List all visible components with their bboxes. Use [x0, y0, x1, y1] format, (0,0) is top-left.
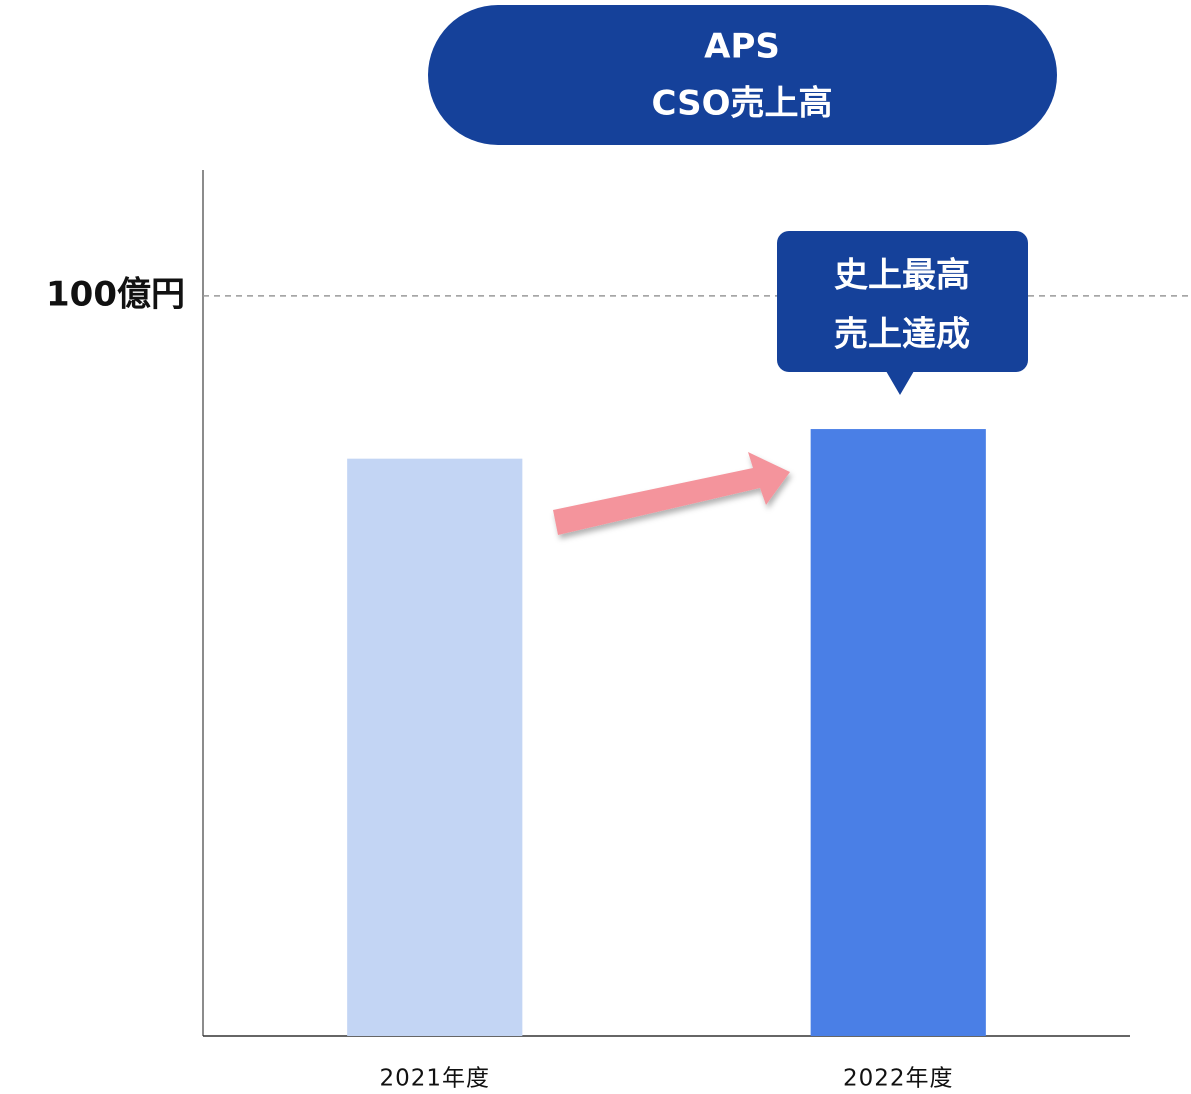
annotation-pointer: [886, 371, 914, 395]
annotation: 売上達成: [834, 315, 970, 355]
title-pill: [428, 5, 1057, 145]
bar: [347, 458, 523, 1037]
arrow: [553, 452, 790, 535]
x-tick-label: 2022年度: [843, 1066, 954, 1092]
annotation: 史上最高: [834, 256, 970, 296]
chart-title: APS: [704, 27, 780, 67]
x-tick-label: 2021年度: [379, 1066, 490, 1092]
y-tick-label: 100億円: [46, 274, 185, 314]
annotation-box: [777, 231, 1028, 372]
bar: [810, 429, 986, 1036]
chart-title: CSO売上高: [652, 84, 833, 124]
